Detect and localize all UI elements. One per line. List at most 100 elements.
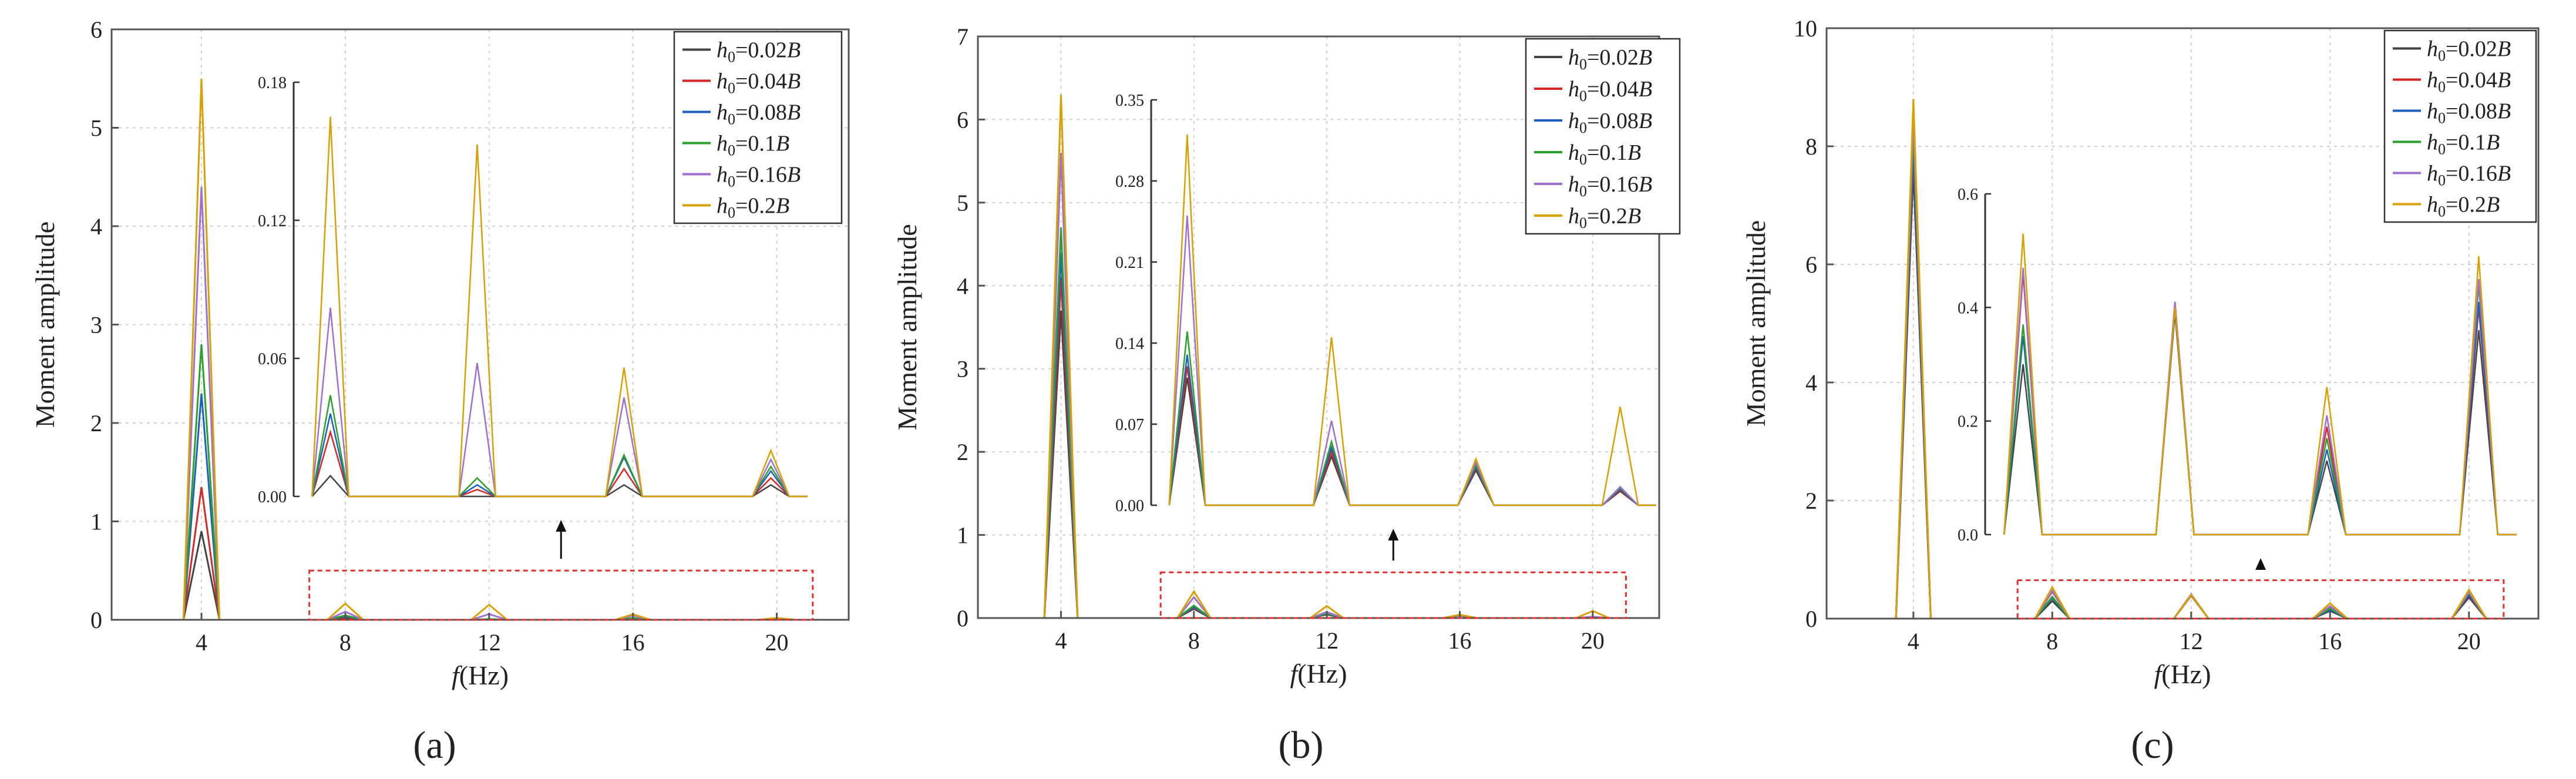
legend-entry: h0=0.08B [1568, 109, 1652, 136]
x-tick-label: 4 [1908, 628, 1919, 654]
inset-series-line-h0=0.16B [1168, 216, 1656, 506]
legend-entry: h0=0.04B [717, 69, 801, 97]
inset-series-line-h0=0.16B [311, 307, 808, 498]
legend-entry: h0=0.2B [717, 194, 789, 221]
series-line-h0=0.16B [182, 186, 813, 621]
x-tick-label: 20 [1581, 627, 1605, 654]
panel-label: (b) [1279, 724, 1324, 767]
inset-series-line-h0=0.2B [2003, 233, 2517, 536]
inset-y-tick-label: 0.18 [258, 74, 287, 92]
y-tick-label: 5 [90, 115, 102, 142]
legend-subscript: 0 [1579, 88, 1587, 105]
legend-subscript: 0 [2438, 203, 2446, 220]
y-tick-label: 0 [1805, 606, 1817, 632]
legend-entry: h0=0.02B [1568, 45, 1652, 73]
legend-symbol: h [2427, 193, 2438, 217]
y-tick-label: 6 [1805, 251, 1817, 278]
series-line-h0=0.04B [1043, 277, 1626, 619]
x-axis-title-unit: (Hz) [459, 660, 509, 690]
inset-chart: 0.0 0.2 0.4 0.6 [1958, 186, 2517, 545]
legend-subscript: 0 [728, 173, 735, 190]
inset-y-tick-label: 0.21 [1115, 254, 1144, 272]
legend-symbol: h [717, 69, 728, 94]
legend-unit: B [787, 163, 801, 187]
series-line-h0=0.1B [182, 344, 813, 621]
legend-unit: B [776, 132, 789, 156]
legend-entry: h0=0.1B [2427, 130, 2500, 158]
legend-symbol: h [1568, 140, 1579, 165]
legend-subscript: 0 [1579, 183, 1587, 200]
series-line-h0=0.02B [1895, 170, 2504, 620]
legend-entry: h0=0.16B [717, 163, 801, 190]
inset-y-tick-label: 0.4 [1958, 299, 1978, 317]
y-tick-label: 4 [957, 273, 968, 299]
y-tick-label: 5 [957, 190, 968, 216]
inset-y-tick-label: 0.14 [1115, 335, 1144, 353]
legend-subscript: 0 [728, 142, 735, 159]
legend-unit: B [2486, 130, 2500, 155]
legend-value: =0.2 [2446, 193, 2486, 217]
legend-unit: B [1639, 109, 1652, 133]
inset-chart: 0.00 0.06 0.12 0.18 [258, 74, 808, 506]
legend-unit: B [1639, 172, 1652, 197]
inset-series-line-h0=0.04B [1168, 366, 1656, 506]
y-axis-title: Moment amplitude [1741, 220, 1771, 427]
inset-series-line-h0=0.2B [1168, 135, 1656, 506]
legend-unit: B [787, 100, 801, 125]
legend-unit: B [2497, 99, 2511, 124]
legend-value: =0.2 [1587, 204, 1627, 229]
x-tick-label: 16 [621, 629, 645, 656]
y-tick-label: 8 [1805, 133, 1817, 160]
inset-series-line-h0=0.1B [311, 395, 808, 498]
inset-series-line-h0=0.08B [311, 413, 808, 498]
legend-box [673, 31, 843, 224]
legend-subscript: 0 [2438, 141, 2446, 158]
x-axis-title: f(Hz) [1290, 659, 1347, 689]
legend-symbol: h [717, 100, 728, 125]
legend-subscript: 0 [2438, 48, 2446, 65]
y-tick-label: 2 [90, 410, 102, 436]
inset-y-tick-label: 0.00 [1115, 497, 1144, 515]
legend-unit: B [2486, 193, 2500, 217]
series-line-h0=0.08B [182, 393, 813, 621]
x-tick-label: 12 [1315, 627, 1339, 654]
y-tick-label: 4 [1805, 370, 1817, 396]
legend-subscript: 0 [1579, 151, 1587, 168]
legend-subscript: 0 [728, 111, 735, 128]
legend-symbol: h [1568, 45, 1579, 70]
y-tick-label: 2 [1805, 488, 1817, 514]
y-axis-title: Moment amplitude [30, 221, 60, 428]
inset-y-tick-label: 0.35 [1115, 92, 1144, 110]
y-tick-label: 0 [957, 605, 968, 632]
inset-y-tick-label: 0.07 [1115, 416, 1144, 434]
y-tick-label: 3 [90, 312, 102, 338]
legend-subscript: 0 [1579, 119, 1587, 136]
legend-symbol: h [2427, 68, 2438, 93]
series-line-h0=0.04B [182, 486, 813, 621]
inset-y-tick-label: 0.6 [1958, 186, 1978, 204]
legend-unit: B [2497, 37, 2511, 62]
legend-symbol: h [2427, 162, 2438, 186]
x-tick-label: 16 [2318, 628, 2342, 654]
x-tick-label: 8 [339, 629, 351, 656]
y-tick-label: 0 [90, 607, 102, 633]
inset-y-tick-label: 0.28 [1115, 173, 1144, 191]
series-line-h0=0.02B [182, 531, 813, 621]
x-axis-title-unit: (Hz) [1297, 659, 1347, 689]
inset-series-line-h0=0.1B [1168, 331, 1656, 506]
inset-y-tick-label: 0.06 [258, 350, 287, 368]
legend-unit: B [776, 194, 789, 219]
legend-value: =0.08 [735, 100, 787, 125]
legend: h0=0.02Bh0=0.04Bh0=0.08Bh0=0.1Bh0=0.16Bh… [1525, 38, 1681, 235]
legend-entry: h0=0.04B [1568, 77, 1652, 105]
legend-value: =0.04 [735, 69, 787, 94]
legend-value: =0.04 [1587, 77, 1639, 102]
zoom-region-box [308, 569, 814, 621]
zoom-arrow-head [2255, 558, 2266, 570]
x-tick-label: 12 [2180, 628, 2203, 654]
legend-entry: h0=0.1B [717, 132, 789, 159]
legend-entry: h0=0.04B [2427, 68, 2511, 96]
legend-value: =0.04 [2446, 68, 2497, 93]
zoom-region-box [1159, 571, 1627, 619]
panel-label: (a) [413, 724, 456, 767]
